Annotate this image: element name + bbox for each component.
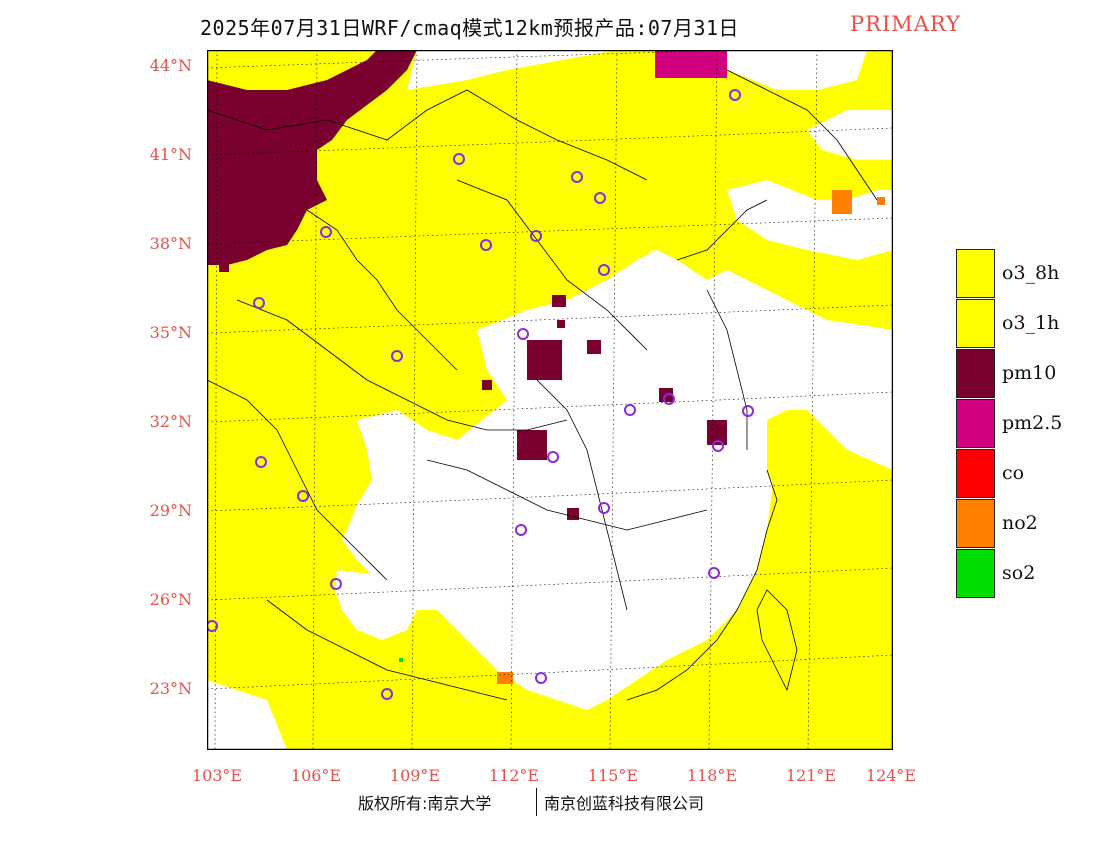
graticule [206,44,894,751]
map-title: 2025年07月31日WRF/cmaq模式12km预报产品:07月31日 [200,16,740,40]
lat-label-44: 44°N [149,56,192,75]
legend-label: co [1002,462,1025,484]
footer: 版权所有:南京大学 南京创蓝科技有限公司 [0,788,1100,820]
lon-label-118: 118°E [686,766,738,785]
legend-swatch [956,499,995,548]
legend-swatch [956,449,995,498]
no2-region [497,190,885,684]
lon-label-106: 106°E [290,766,342,785]
company-text: 南京创蓝科技有限公司 [544,794,705,813]
legend-label: no2 [1002,512,1038,534]
legend-label: pm10 [1002,362,1057,384]
map-canvas [206,44,894,751]
lon-label-112: 112°E [488,766,540,785]
legend-item-no2: no2 [956,499,1100,549]
so2-region [399,658,403,662]
legend-label: o3_1h [1002,312,1060,334]
lat-label-23: 23°N [149,679,192,698]
o3-region [207,50,893,750]
lat-label-26: 26°N [149,590,192,609]
pm25-region [655,50,727,78]
legend-item-o3-8h: o3_8h [956,249,1100,299]
legend-item-pm10: pm10 [956,349,1100,399]
lat-label-41: 41°N [149,145,192,164]
legend-label: o3_8h [1002,262,1060,284]
legend-swatch [956,349,995,398]
station-markers [206,89,754,700]
legend-item-pm25: pm2.5 [956,399,1100,449]
lat-label-38: 38°N [149,234,192,253]
map-frame [206,49,894,751]
legend-item-o3-1h: o3_1h [956,299,1100,349]
lat-label-35: 35°N [149,323,192,342]
pollutant-map [206,44,894,751]
title-bar: 2025年07月31日WRF/cmaq模式12km预报产品:07月31日 PRI… [0,10,1100,40]
legend-swatch [956,249,995,298]
lon-label-103: 103°E [191,766,243,785]
lon-label-109: 109°E [389,766,441,785]
pm10-region [207,50,727,520]
lat-label-32: 32°N [149,412,192,431]
legend-swatch [956,299,995,348]
footer-divider [536,788,537,816]
lon-label-121: 121°E [785,766,837,785]
legend-label: pm2.5 [1002,412,1063,434]
lon-label-115: 115°E [587,766,639,785]
copyright-text: 版权所有:南京大学 [358,794,492,813]
legend-label: so2 [1002,562,1036,584]
boundaries [206,69,878,701]
lat-label-29: 29°N [149,501,192,520]
primary-tag: PRIMARY [850,12,961,36]
legend-item-so2: so2 [956,549,1100,599]
lon-label-124: 124°E [865,766,917,785]
legend-swatch [956,399,995,448]
legend-swatch [956,549,995,598]
legend-item-co: co [956,449,1100,499]
